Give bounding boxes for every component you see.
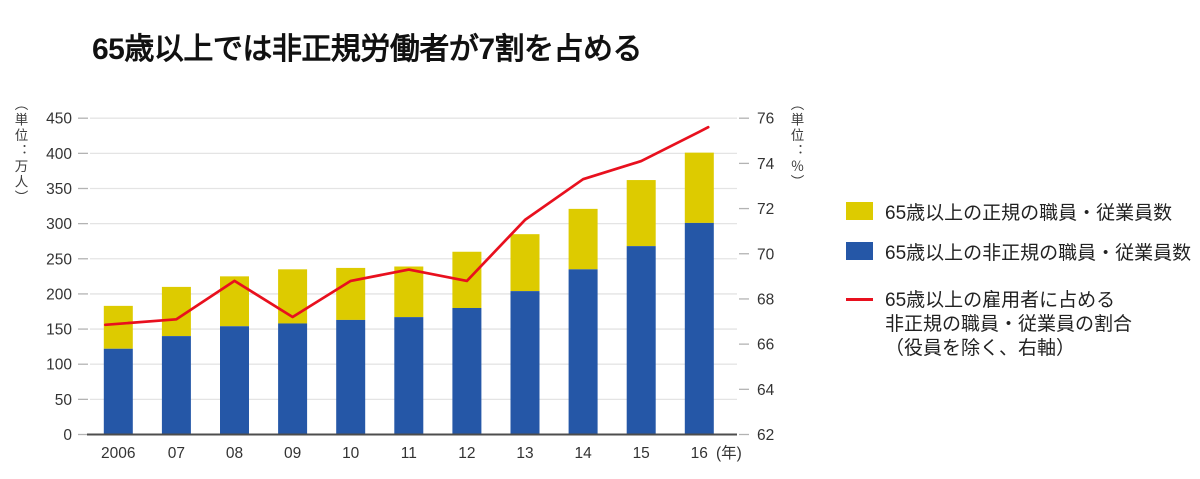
bar-nonregular — [336, 319, 366, 435]
left-axis-tick-label: 250 — [46, 251, 72, 268]
bar-nonregular — [161, 336, 191, 435]
x-axis-unit-label: (年) — [716, 444, 742, 462]
x-axis-label: 11 — [401, 445, 417, 462]
x-axis-label: 10 — [342, 445, 360, 462]
ratio-line — [103, 125, 710, 327]
x-axis-label: 12 — [458, 445, 475, 462]
left-axis-tick-label: 450 — [46, 111, 72, 128]
legend-item-nonregular: 65歳以上の非正規の職員・従業員数 — [846, 242, 1196, 266]
yellow-square-icon — [846, 202, 873, 220]
bar-nonregular — [510, 291, 540, 435]
red-line-icon — [846, 297, 873, 301]
legend-label-ratio: 65歳以上の雇用者に占める 非正規の職員・従業員の割合 （役員を除く、右軸） — [885, 289, 1133, 360]
right-axis-unit-label: （単位：％） — [788, 97, 804, 190]
blue-square-icon — [846, 242, 873, 261]
left-axis-tick-label: 100 — [46, 357, 72, 374]
bar-nonregular — [278, 323, 308, 435]
left-axis-tick-label: 50 — [55, 392, 73, 409]
x-axis-label: 07 — [168, 445, 185, 462]
left-axis-tick-label: 350 — [46, 181, 72, 198]
chart-title: 65歳以上では非正規労働者が7割を占める — [92, 33, 643, 66]
x-axis-label: 2006 — [101, 445, 135, 462]
bar-nonregular — [103, 348, 133, 435]
left-axis-tick-label: 150 — [46, 322, 72, 339]
legend-label-nonregular: 65歳以上の非正規の職員・従業員数 — [885, 243, 1192, 265]
legend-label-regular: 65歳以上の正規の職員・従業員数 — [885, 203, 1173, 224]
right-axis-tick-label: 64 — [757, 382, 775, 399]
legend-item-ratio: 65歳以上の雇用者に占める 非正規の職員・従業員の割合 （役員を除く、右軸） — [846, 289, 1196, 362]
right-axis-tick-label: 70 — [757, 246, 775, 263]
bar-regular — [568, 208, 598, 270]
bar-regular — [394, 266, 424, 318]
bar-regular — [510, 234, 540, 292]
bar-regular — [626, 180, 656, 247]
bar-regular — [336, 267, 366, 320]
right-axis-tick-label: 72 — [757, 201, 774, 218]
x-axis-label: 08 — [226, 445, 243, 462]
left-axis-tick-label: 200 — [46, 286, 72, 303]
left-axis-tick-label: 300 — [46, 216, 72, 233]
left-axis-tick-label: 400 — [46, 146, 72, 163]
bar-nonregular — [394, 317, 424, 435]
bar-nonregular — [684, 222, 714, 435]
bar-regular — [103, 305, 133, 349]
right-axis-tick-label: 74 — [757, 156, 775, 173]
left-axis-tick-label: 0 — [63, 427, 72, 444]
x-axis-label: 15 — [633, 445, 650, 462]
bar-regular — [220, 276, 249, 327]
bar-regular — [684, 152, 714, 223]
right-axis-tick-label: 62 — [757, 427, 774, 444]
right-axis-tick-label: 76 — [757, 111, 774, 128]
left-axis-unit-label: （単位：万人） — [12, 97, 28, 206]
x-axis-label: 09 — [284, 445, 301, 462]
bar-nonregular — [452, 307, 482, 435]
x-axis-label: 14 — [574, 445, 592, 462]
bar-nonregular — [568, 269, 598, 435]
x-axis-label: 13 — [516, 445, 533, 462]
right-axis-tick-label: 66 — [757, 337, 774, 354]
legend-item-regular: 65歳以上の正規の職員・従業員数 — [846, 202, 1196, 226]
bar-regular — [278, 269, 308, 324]
x-axis-label: 16 — [691, 445, 708, 462]
bar-nonregular — [626, 246, 656, 435]
right-axis-tick-label: 68 — [757, 291, 774, 308]
bar-nonregular — [220, 326, 249, 435]
legend: 65歳以上の正規の職員・従業員数 65歳以上の非正規の職員・従業員数 65歳以上… — [846, 202, 1196, 378]
